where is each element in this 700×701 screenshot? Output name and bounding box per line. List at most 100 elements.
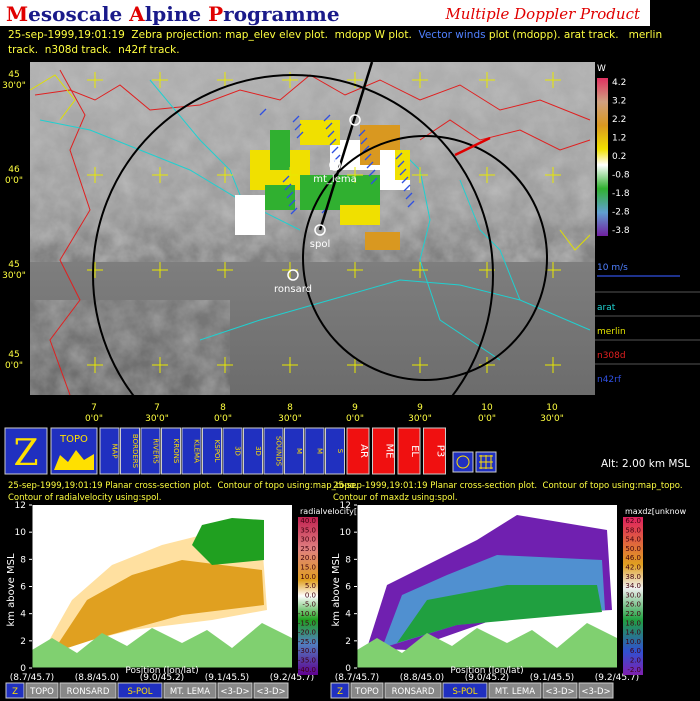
toolbar-button[interactable] bbox=[284, 427, 304, 475]
toolbar-button[interactable] bbox=[423, 427, 446, 475]
toolbar-button[interactable] bbox=[202, 427, 222, 475]
panel-button[interactable] bbox=[350, 682, 384, 699]
toolbar-button[interactable] bbox=[372, 427, 395, 475]
grid-cross bbox=[217, 72, 233, 88]
radar-echo bbox=[265, 185, 295, 210]
toolbar-button[interactable] bbox=[452, 451, 474, 473]
colorbar-label: 38.0 bbox=[625, 573, 641, 581]
grid-cross bbox=[152, 262, 168, 278]
colorbar-label: 46.0 bbox=[625, 554, 641, 562]
panel-button[interactable] bbox=[384, 682, 442, 699]
legend-label: 2.2 bbox=[612, 115, 626, 125]
x-tick-label: (9.2/45.7) bbox=[595, 673, 639, 683]
panel-button-label: TOPO bbox=[354, 687, 379, 697]
range-ring bbox=[92, 74, 494, 476]
panel-button-label: TOPO bbox=[29, 687, 54, 697]
colorbar-label: 54.0 bbox=[625, 536, 641, 544]
info-line: 25-sep-1999,19:01:19 Zebra projection: m… bbox=[8, 29, 662, 41]
x-axis-label: Position (lon/lat) bbox=[125, 666, 198, 676]
panel-button[interactable] bbox=[163, 682, 217, 699]
terrain bbox=[30, 300, 230, 395]
toolbar-button[interactable] bbox=[263, 427, 284, 475]
panel-button[interactable] bbox=[253, 682, 289, 699]
title-part: M bbox=[6, 2, 28, 26]
lon-label: 9 bbox=[417, 403, 423, 413]
panel-button[interactable] bbox=[5, 682, 25, 699]
grid-cross bbox=[217, 357, 233, 373]
toolbar-button[interactable] bbox=[243, 427, 263, 475]
lon-label: 8 bbox=[287, 403, 293, 413]
y-axis-label: km above MSL bbox=[331, 553, 342, 627]
toolbar-button[interactable] bbox=[140, 427, 161, 475]
wind-vector bbox=[327, 130, 335, 138]
colorbar-label: 42.0 bbox=[625, 564, 641, 572]
panel-button-label: <3-D> bbox=[256, 687, 285, 697]
colorbar-label: -15.0 bbox=[298, 619, 316, 627]
x-tick-label: (9.1/45.5) bbox=[205, 673, 249, 683]
colorbar-label: -10.0 bbox=[298, 610, 316, 618]
colorbar-label: -25.0 bbox=[298, 638, 316, 646]
wind-vector bbox=[395, 152, 403, 160]
radar-echo bbox=[235, 195, 265, 235]
track-label: arat bbox=[597, 303, 616, 313]
color-bar bbox=[623, 517, 643, 675]
wind-vector bbox=[358, 129, 366, 137]
panel-button[interactable] bbox=[488, 682, 542, 699]
toolbar-button[interactable] bbox=[4, 427, 48, 475]
colorbar-title: maxdz[unknow bbox=[625, 507, 687, 516]
header-bg bbox=[0, 0, 650, 26]
grid-cross bbox=[347, 262, 363, 278]
radar-echo bbox=[340, 205, 380, 225]
panel-button[interactable] bbox=[59, 682, 117, 699]
toolbar-button[interactable] bbox=[346, 427, 370, 475]
legend-label: 1.2 bbox=[612, 134, 626, 144]
panel-button[interactable] bbox=[25, 682, 59, 699]
toolbar-button[interactable] bbox=[161, 427, 181, 475]
info-line: track. n308d track. n42rf track. bbox=[8, 44, 180, 56]
lon-label: 30'0" bbox=[408, 414, 432, 424]
panel-button-label: MT. LEMA bbox=[170, 687, 210, 697]
panel-button[interactable] bbox=[217, 682, 253, 699]
wind-vector bbox=[288, 199, 296, 207]
radar-echo bbox=[365, 232, 400, 250]
grid-cross bbox=[87, 167, 103, 183]
lon-label: 0'0" bbox=[346, 414, 364, 424]
wind-vector bbox=[397, 160, 405, 168]
toolbar-button[interactable] bbox=[120, 427, 140, 475]
colorbar-label: -35.0 bbox=[298, 657, 316, 665]
toolbar-button[interactable] bbox=[99, 427, 120, 475]
echo bbox=[397, 585, 602, 643]
panel-button[interactable] bbox=[578, 682, 614, 699]
button-label: KRONS bbox=[172, 439, 180, 464]
y-tick-label: 0 bbox=[345, 664, 351, 674]
grid-cross bbox=[412, 167, 428, 183]
map-line bbox=[559, 229, 591, 251]
button-label: Z bbox=[13, 433, 38, 474]
colorbar-label: 14.0 bbox=[625, 629, 641, 637]
x-tick-label: (9.1/45.5) bbox=[530, 673, 574, 683]
panel-button-label: RONSARD bbox=[67, 687, 110, 697]
wind-vector bbox=[364, 153, 372, 161]
panel-button[interactable] bbox=[117, 682, 163, 699]
y-tick-label: 0 bbox=[20, 664, 26, 674]
toolbar-button[interactable] bbox=[304, 427, 325, 475]
button-label: BORDERS bbox=[131, 434, 139, 469]
x-tick-label: (9.2/45.7) bbox=[270, 673, 314, 683]
info-part: 25-sep-1999,19:01:19 Zebra projection: m… bbox=[8, 29, 418, 41]
button-label: MAP bbox=[111, 443, 119, 458]
toolbar-button[interactable] bbox=[397, 427, 421, 475]
toolbar-button[interactable] bbox=[181, 427, 202, 475]
wind-vector bbox=[292, 115, 300, 123]
panel-button-label: S-POL bbox=[127, 687, 152, 697]
toolbar-button[interactable] bbox=[325, 427, 345, 475]
y-tick-label: 12 bbox=[15, 501, 26, 511]
radar-echo bbox=[270, 130, 290, 170]
panel-button-label: S-POL bbox=[452, 687, 477, 697]
panel-button[interactable] bbox=[442, 682, 488, 699]
panel-button[interactable] bbox=[330, 682, 350, 699]
toolbar-button[interactable] bbox=[222, 427, 243, 475]
panel-button[interactable] bbox=[542, 682, 578, 699]
wind-vector bbox=[331, 146, 339, 154]
